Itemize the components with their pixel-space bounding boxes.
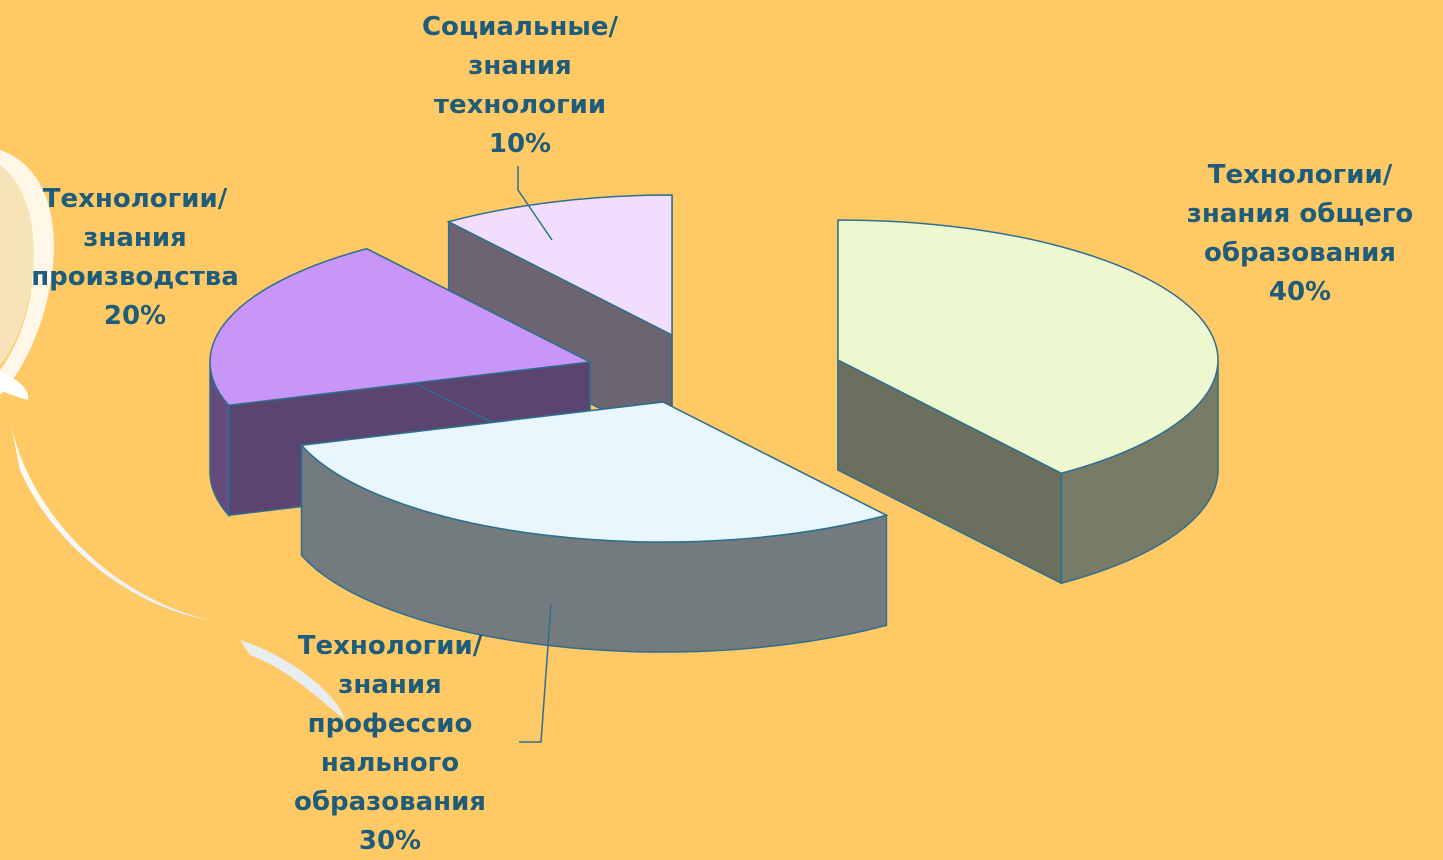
decor-swoosh-top [0,150,55,395]
pie-slices [209,194,1219,653]
slice-1-top [300,401,889,543]
slice-0-top [837,219,1219,475]
pie-slice-0 [837,219,1219,585]
pie-slice-1 [300,400,889,653]
leader-line-social [517,166,553,241]
decor-swoosh-lower [240,640,345,720]
slice-label-production: Технологии/ знания производства 20% [31,184,239,331]
slice-label-professional-education: Технологии/ знания профессио нального об… [293,631,487,856]
slice-label-social: Социальные/ знания технологии 10% [421,12,619,159]
leader-lines [517,166,553,743]
slice-label-general-education: Технологии/ знания общего образования 40… [1186,160,1414,307]
background-swoosh [0,150,345,720]
slice-2-top [209,247,593,407]
decor-swoosh-bottom [10,420,210,620]
decor-swoosh-disc [0,165,34,365]
slice-3-top [446,194,673,337]
leader-line-professional [519,603,552,743]
decor-swoosh-tip [0,372,29,400]
